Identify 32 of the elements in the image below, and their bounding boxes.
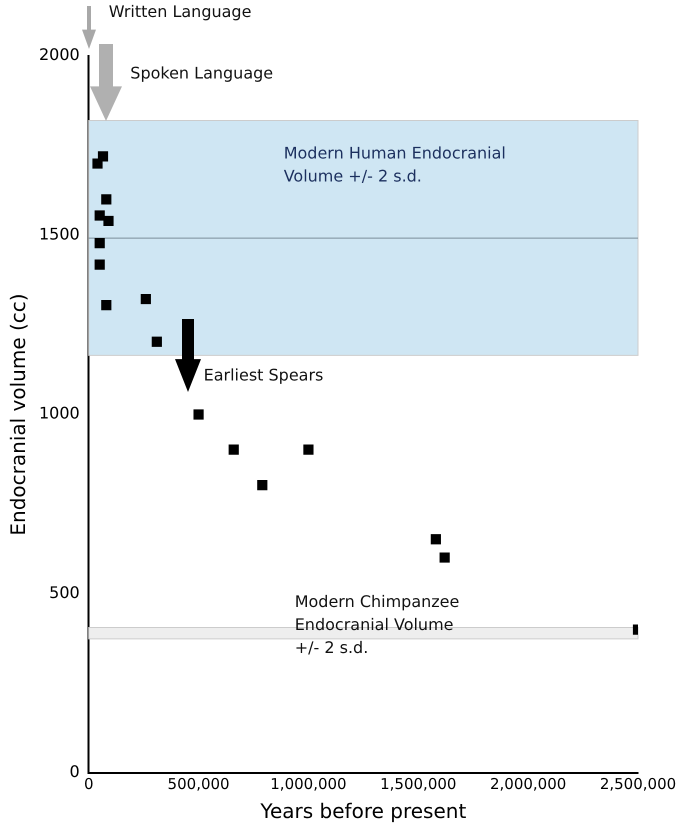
band-label: Modern Chimpanzee Endocranial Volume +/- 2 s.d. <box>294 592 460 658</box>
point <box>94 210 105 221</box>
point <box>228 444 239 455</box>
point <box>193 409 204 420</box>
y-tick-label: 2000 <box>39 45 80 64</box>
x-tick-label: 2,000,000 <box>490 774 566 793</box>
y-axis-title: Endocranial volume (cc) <box>6 293 30 536</box>
x-tick-label: 500,000 <box>168 774 230 793</box>
point <box>94 238 105 248</box>
annotation: Earliest Spears <box>204 366 324 385</box>
point <box>101 194 112 204</box>
x-tick-label: 1,500,000 <box>380 774 456 793</box>
y-tick-label: 1000 <box>39 404 80 423</box>
point <box>92 158 103 169</box>
point <box>101 300 112 310</box>
point <box>257 480 268 490</box>
x-tick-label: 1,000,000 <box>270 774 347 793</box>
point <box>303 444 314 455</box>
y-tick-label: 1500 <box>39 224 80 244</box>
point <box>430 534 441 544</box>
point <box>152 336 162 347</box>
text: Written Language <box>108 2 252 21</box>
x-tick-label: 2,500,000 <box>600 774 676 793</box>
annotation: Spoken Language <box>130 64 274 83</box>
point <box>140 294 151 304</box>
point <box>440 552 450 563</box>
x-tick-label: 0 <box>84 774 94 793</box>
band-label: Modern Human Endocranial Volume +/- 2 s.d. <box>284 144 506 186</box>
point <box>103 216 114 226</box>
y-tick-label: 500 <box>49 582 80 602</box>
x-axis-title: Years before present <box>259 799 466 824</box>
point <box>94 260 105 270</box>
